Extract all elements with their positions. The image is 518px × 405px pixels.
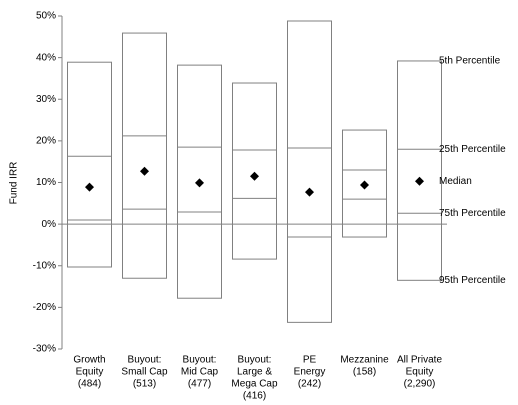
x-tick-label: (416) (243, 391, 266, 402)
x-tick-label: (2,290) (404, 379, 436, 390)
x-tick-label: Buyout: (183, 355, 217, 366)
y-tick-label: 40% (36, 52, 56, 63)
x-tick-label: (242) (298, 379, 321, 390)
x-tick-label: Growth (73, 355, 105, 366)
y-tick-label: 20% (36, 136, 56, 147)
y-tick-label: 50% (36, 11, 56, 22)
percentile-label: Median (439, 176, 472, 187)
median-marker (85, 182, 94, 192)
y-axis-label: Fund IRR (9, 162, 20, 205)
percentile-label: 25th Percentile (439, 144, 506, 155)
x-tick-label: Equity (406, 367, 434, 378)
x-tick-label: Buyout: (128, 355, 162, 366)
x-tick-label: (477) (188, 379, 211, 390)
y-tick-label: -30% (33, 344, 56, 355)
y-tick-label: -10% (33, 260, 56, 271)
y-tick-label: 30% (36, 94, 56, 105)
y-tick-label: -20% (33, 302, 56, 313)
x-tick-label: (158) (353, 367, 376, 378)
x-tick-label: All Private (397, 355, 442, 366)
percentile-box (122, 32, 167, 279)
percentile-label: 5th Percentile (439, 56, 501, 67)
x-tick-label: Large & (237, 367, 272, 378)
median-marker (415, 176, 424, 186)
percentile-label: 75th Percentile (439, 208, 506, 219)
median-marker (305, 187, 314, 197)
x-tick-label: Energy (294, 367, 326, 378)
x-tick-label: Mega Cap (231, 379, 278, 390)
x-tick-label: PE (303, 355, 317, 366)
median-marker (360, 180, 369, 190)
median-marker (140, 166, 149, 176)
y-tick-label: 10% (36, 177, 56, 188)
x-tick-label: (484) (78, 379, 101, 390)
x-tick-label: Mezzanine (340, 355, 389, 366)
percentile-box (397, 60, 442, 281)
percentile-label: 95th Percentile (439, 275, 506, 286)
median-marker (195, 178, 204, 188)
x-tick-label: Buyout: (238, 355, 272, 366)
y-tick-label: 0% (42, 219, 57, 230)
x-tick-label: (513) (133, 379, 156, 390)
percentile-box (287, 20, 332, 323)
x-tick-label: Small Cap (121, 367, 168, 378)
percentile-box (342, 129, 387, 238)
percentile-box (232, 82, 277, 260)
x-tick-label: Equity (76, 367, 104, 378)
percentile-box (67, 61, 112, 268)
median-marker (250, 171, 259, 181)
percentile-box (177, 64, 222, 299)
x-tick-label: Mid Cap (181, 367, 219, 378)
